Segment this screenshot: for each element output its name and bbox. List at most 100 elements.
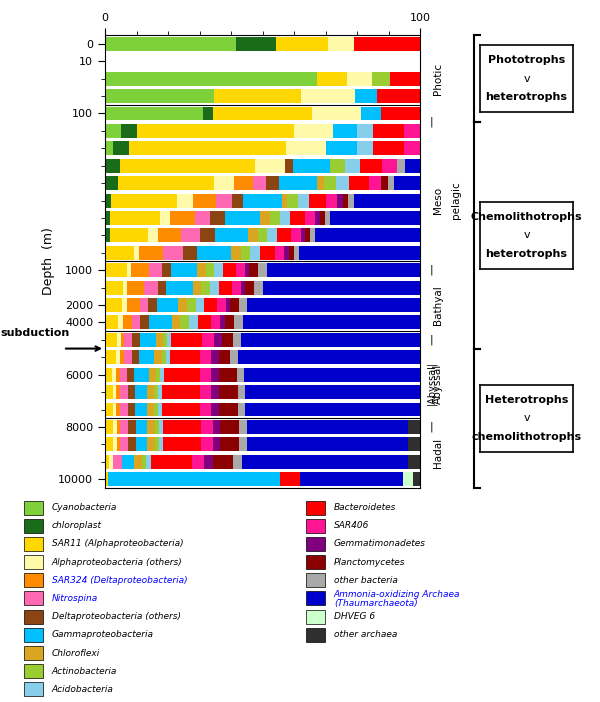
Text: Alphaproteobacteria (others): Alphaproteobacteria (others) [52, 557, 182, 567]
Bar [278, 176, 317, 190]
Bar [245, 281, 254, 295]
Bar [121, 124, 137, 138]
Bar [201, 281, 210, 295]
Bar [258, 228, 267, 242]
Bar [105, 350, 116, 364]
Bar [241, 246, 250, 260]
Bar [148, 298, 157, 312]
Text: SAR11 (Alphaproteobacteria): SAR11 (Alphaproteobacteria) [52, 539, 184, 548]
Bar [361, 107, 380, 121]
Bar [121, 420, 128, 434]
Bar [110, 211, 160, 225]
Bar [315, 228, 420, 242]
Bar [390, 72, 420, 86]
Bar [219, 350, 230, 364]
Bar [218, 368, 237, 382]
Text: Chemolithotrophs: Chemolithotrophs [470, 212, 583, 222]
Bar [128, 402, 136, 416]
Text: Nitrospina: Nitrospina [52, 594, 98, 603]
Bar [23, 555, 43, 569]
Bar [305, 537, 325, 551]
Bar [162, 263, 170, 277]
Bar [267, 228, 277, 242]
Text: Meso: Meso [433, 187, 443, 214]
Bar [204, 298, 217, 312]
Bar [189, 315, 198, 329]
Bar [105, 298, 122, 312]
Bar [305, 519, 325, 533]
Bar [105, 211, 110, 225]
Bar [230, 350, 238, 364]
Bar [238, 402, 245, 416]
Bar [23, 574, 43, 588]
Bar [105, 89, 214, 103]
Bar [112, 368, 116, 382]
Bar [127, 368, 134, 382]
Bar [284, 246, 289, 260]
Bar [158, 402, 162, 416]
Text: pelagic: pelagic [452, 182, 461, 220]
Bar [305, 574, 325, 588]
Bar [116, 437, 121, 451]
Bar [139, 246, 163, 260]
Bar [116, 333, 121, 347]
Bar [245, 402, 420, 416]
Bar [23, 664, 43, 678]
Bar [23, 519, 43, 533]
Text: |: | [430, 265, 433, 275]
Bar [200, 402, 211, 416]
Bar [158, 385, 162, 399]
Text: Phototrophs: Phototrophs [488, 55, 565, 65]
Bar [178, 298, 187, 312]
Bar [105, 107, 203, 121]
Text: v: v [523, 230, 530, 240]
Text: DHVEG 6: DHVEG 6 [334, 612, 375, 621]
Bar [388, 176, 394, 190]
Bar [193, 281, 201, 295]
Bar [123, 315, 131, 329]
Bar [291, 228, 301, 242]
Bar [223, 263, 236, 277]
Bar [404, 124, 420, 138]
Text: heterotrophs: heterotrophs [485, 249, 568, 259]
Y-axis label: Depth  (m): Depth (m) [43, 227, 55, 296]
Bar [215, 228, 248, 242]
Bar [377, 89, 420, 103]
Text: Chloroflexi: Chloroflexi [52, 649, 100, 658]
Bar [219, 385, 238, 399]
Bar [380, 107, 420, 121]
Bar [233, 176, 253, 190]
Bar [353, 194, 420, 208]
Bar [113, 141, 128, 155]
Text: (Thaumarchaeota): (Thaumarchaeota) [334, 599, 418, 608]
Bar [181, 228, 200, 242]
Bar [105, 124, 121, 138]
Text: v: v [523, 74, 530, 84]
Bar [119, 368, 127, 382]
Bar [290, 211, 305, 225]
Bar [105, 333, 116, 347]
Bar [105, 437, 113, 451]
Bar [131, 350, 139, 364]
Bar [241, 281, 245, 295]
Bar [371, 72, 390, 86]
Bar [148, 228, 157, 242]
Bar [247, 420, 409, 434]
Bar [127, 281, 145, 295]
Bar [162, 350, 166, 364]
Bar [355, 37, 420, 51]
Bar [154, 385, 158, 399]
Bar [300, 472, 403, 486]
Bar [121, 333, 124, 347]
Bar [214, 333, 221, 347]
Text: Abyssal: Abyssal [433, 363, 443, 404]
Bar [213, 455, 233, 469]
Bar [110, 228, 148, 242]
Bar [128, 420, 136, 434]
Bar [330, 211, 420, 225]
Bar [211, 385, 219, 399]
Bar [343, 194, 348, 208]
Bar [139, 350, 154, 364]
Bar [140, 315, 149, 329]
Bar [305, 628, 325, 642]
